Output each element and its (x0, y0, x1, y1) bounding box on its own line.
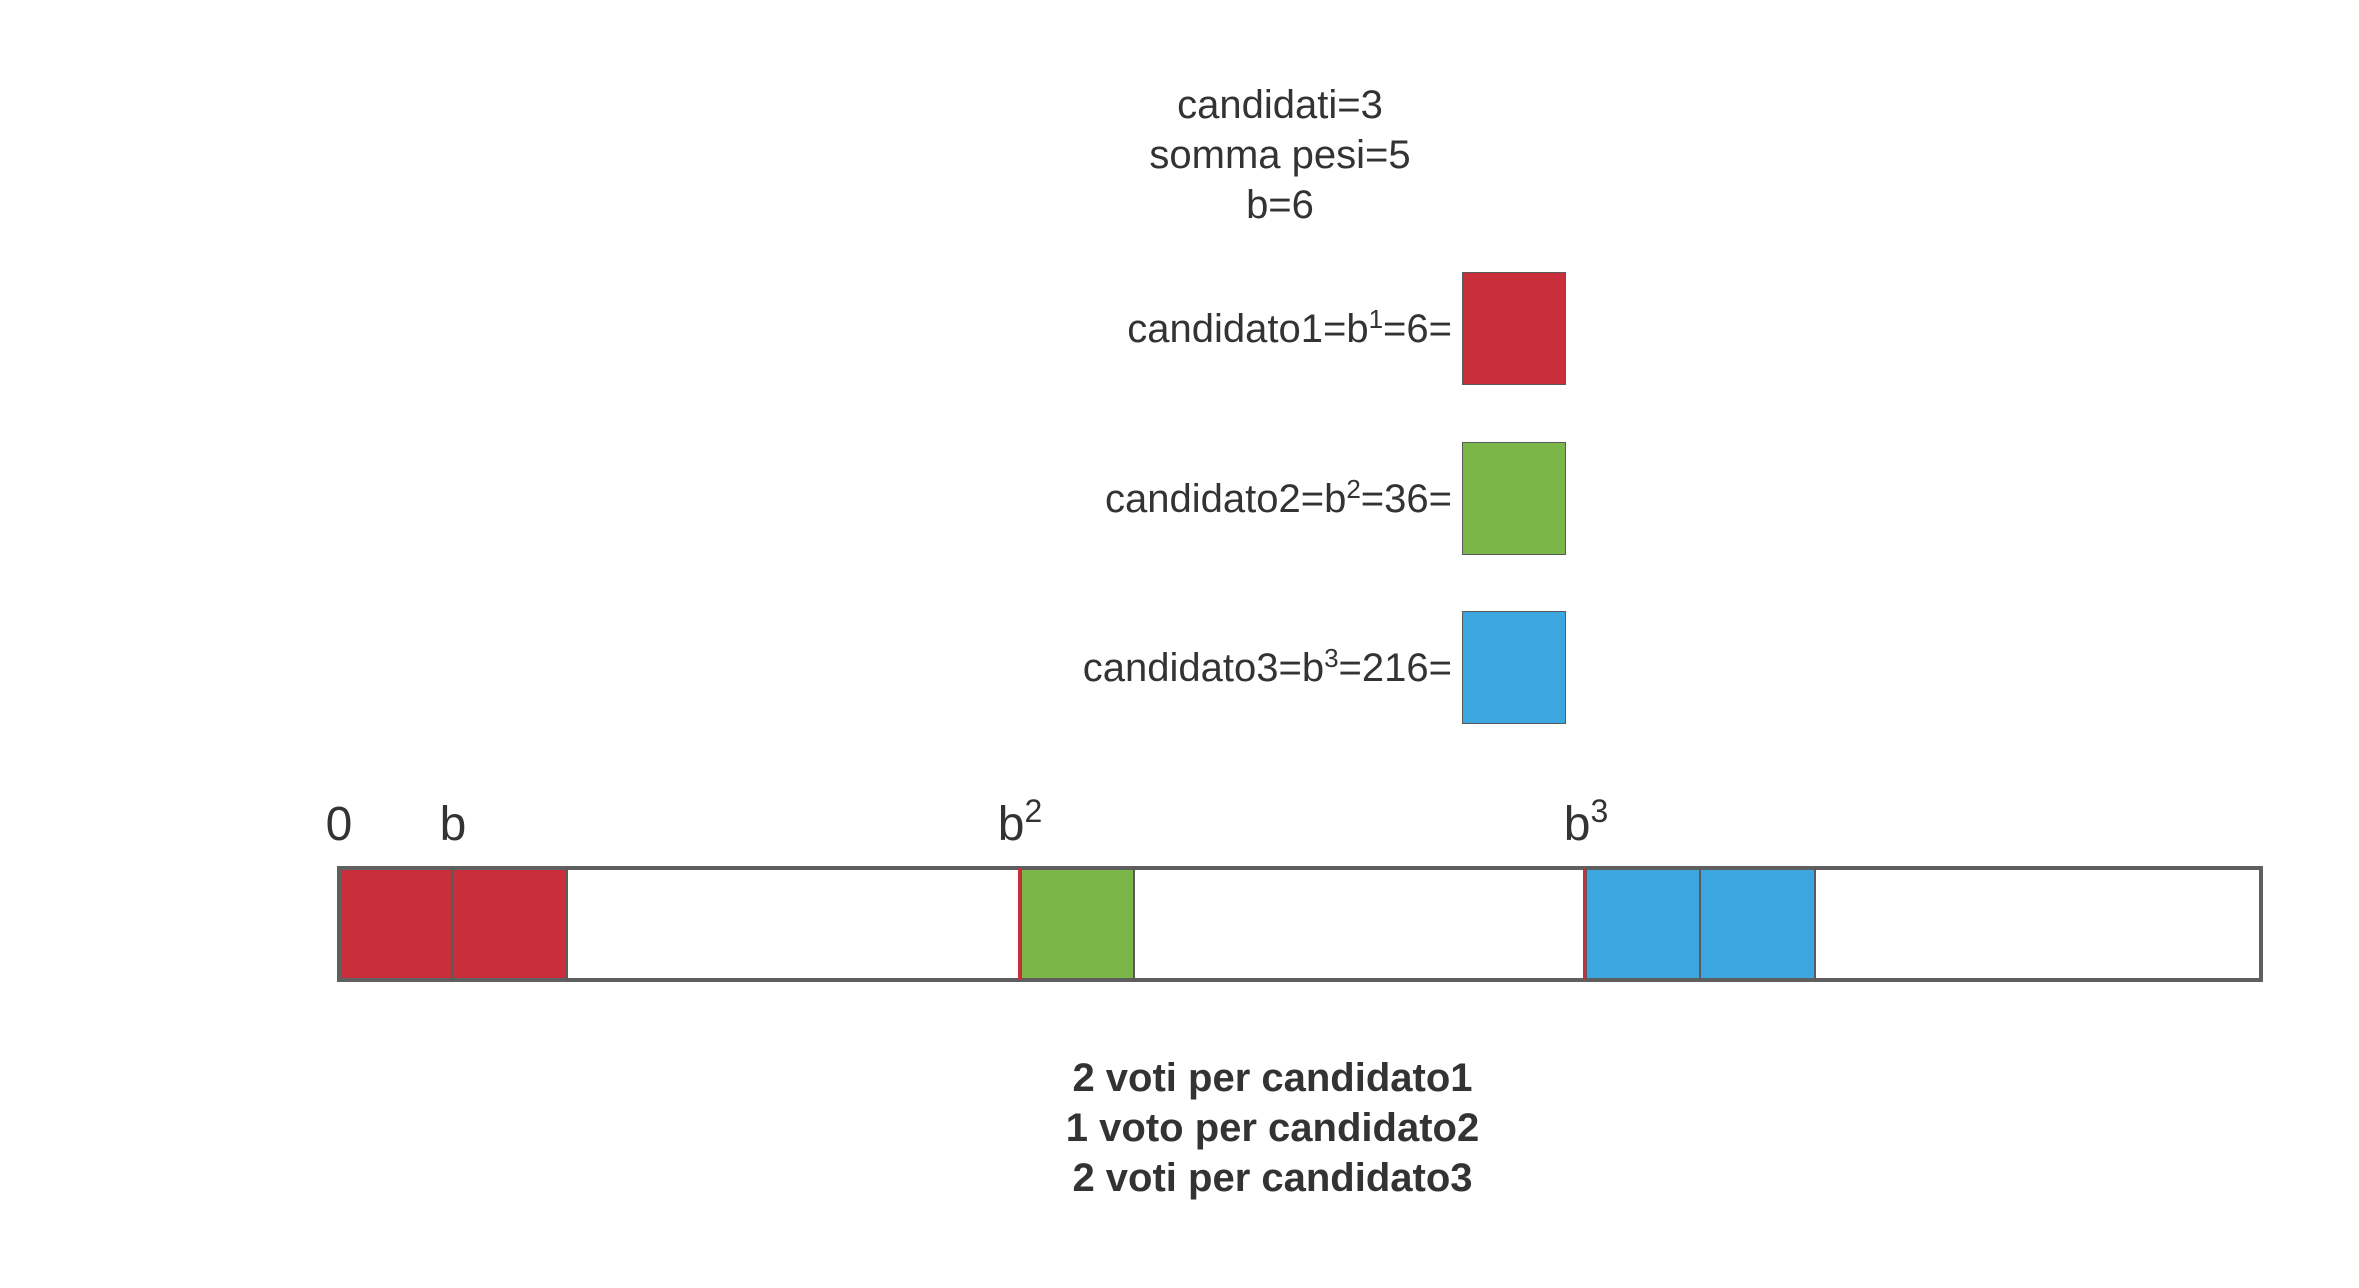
candidate-row-2: candidato2=b2=36= (0, 442, 1566, 557)
candidate-swatch-1 (1462, 272, 1566, 385)
tick-label-b-squared: b2 (997, 793, 1043, 851)
candidate-swatch-3 (1462, 611, 1566, 724)
vote-cell-candidate1-1 (337, 866, 453, 982)
param-candidates: candidati=3 (1177, 83, 1383, 127)
candidate-row-1: candidato1=b1=6= (0, 272, 1566, 387)
vote-cell-candidate1-2 (453, 866, 568, 982)
candidate-label-1: candidato1=b1=6= (1127, 304, 1452, 351)
vote-cell-candidate3-1 (1586, 866, 1701, 982)
tick-mark-b-squared (1018, 868, 1021, 980)
candidate-label-2: candidato2=b2=36= (1104, 474, 1452, 521)
vote-cell-candidate2-1 (1021, 866, 1135, 982)
tick-mark-b-cubed (1583, 868, 1586, 980)
param-base: b=6 (1246, 183, 1314, 227)
summary-line-2: 1 voto per candidato2 (1065, 1106, 1480, 1150)
vote-summary: 2 voti per candidato1 1 voto per candida… (900, 1053, 1645, 1203)
vote-bar (337, 866, 2263, 982)
candidate-swatch-2 (1462, 442, 1566, 555)
summary-line-1: 2 voti per candidato1 (1072, 1056, 1473, 1100)
param-weight-sum: somma pesi=5 (1149, 133, 1411, 177)
summary-line-3: 2 voti per candidato3 (1072, 1156, 1473, 1200)
candidate-label-3: candidato3=b3=216= (1082, 643, 1452, 690)
vote-cell-candidate3-2 (1701, 866, 1816, 982)
parameters-block: candidati=3 somma pesi=5 b=6 (1000, 80, 1560, 230)
candidate-row-3: candidato3=b3=216= (0, 611, 1566, 726)
tick-label-b-cubed: b3 (1563, 793, 1609, 851)
tick-label-b: b (439, 798, 467, 851)
tick-label-zero: 0 (325, 798, 353, 851)
